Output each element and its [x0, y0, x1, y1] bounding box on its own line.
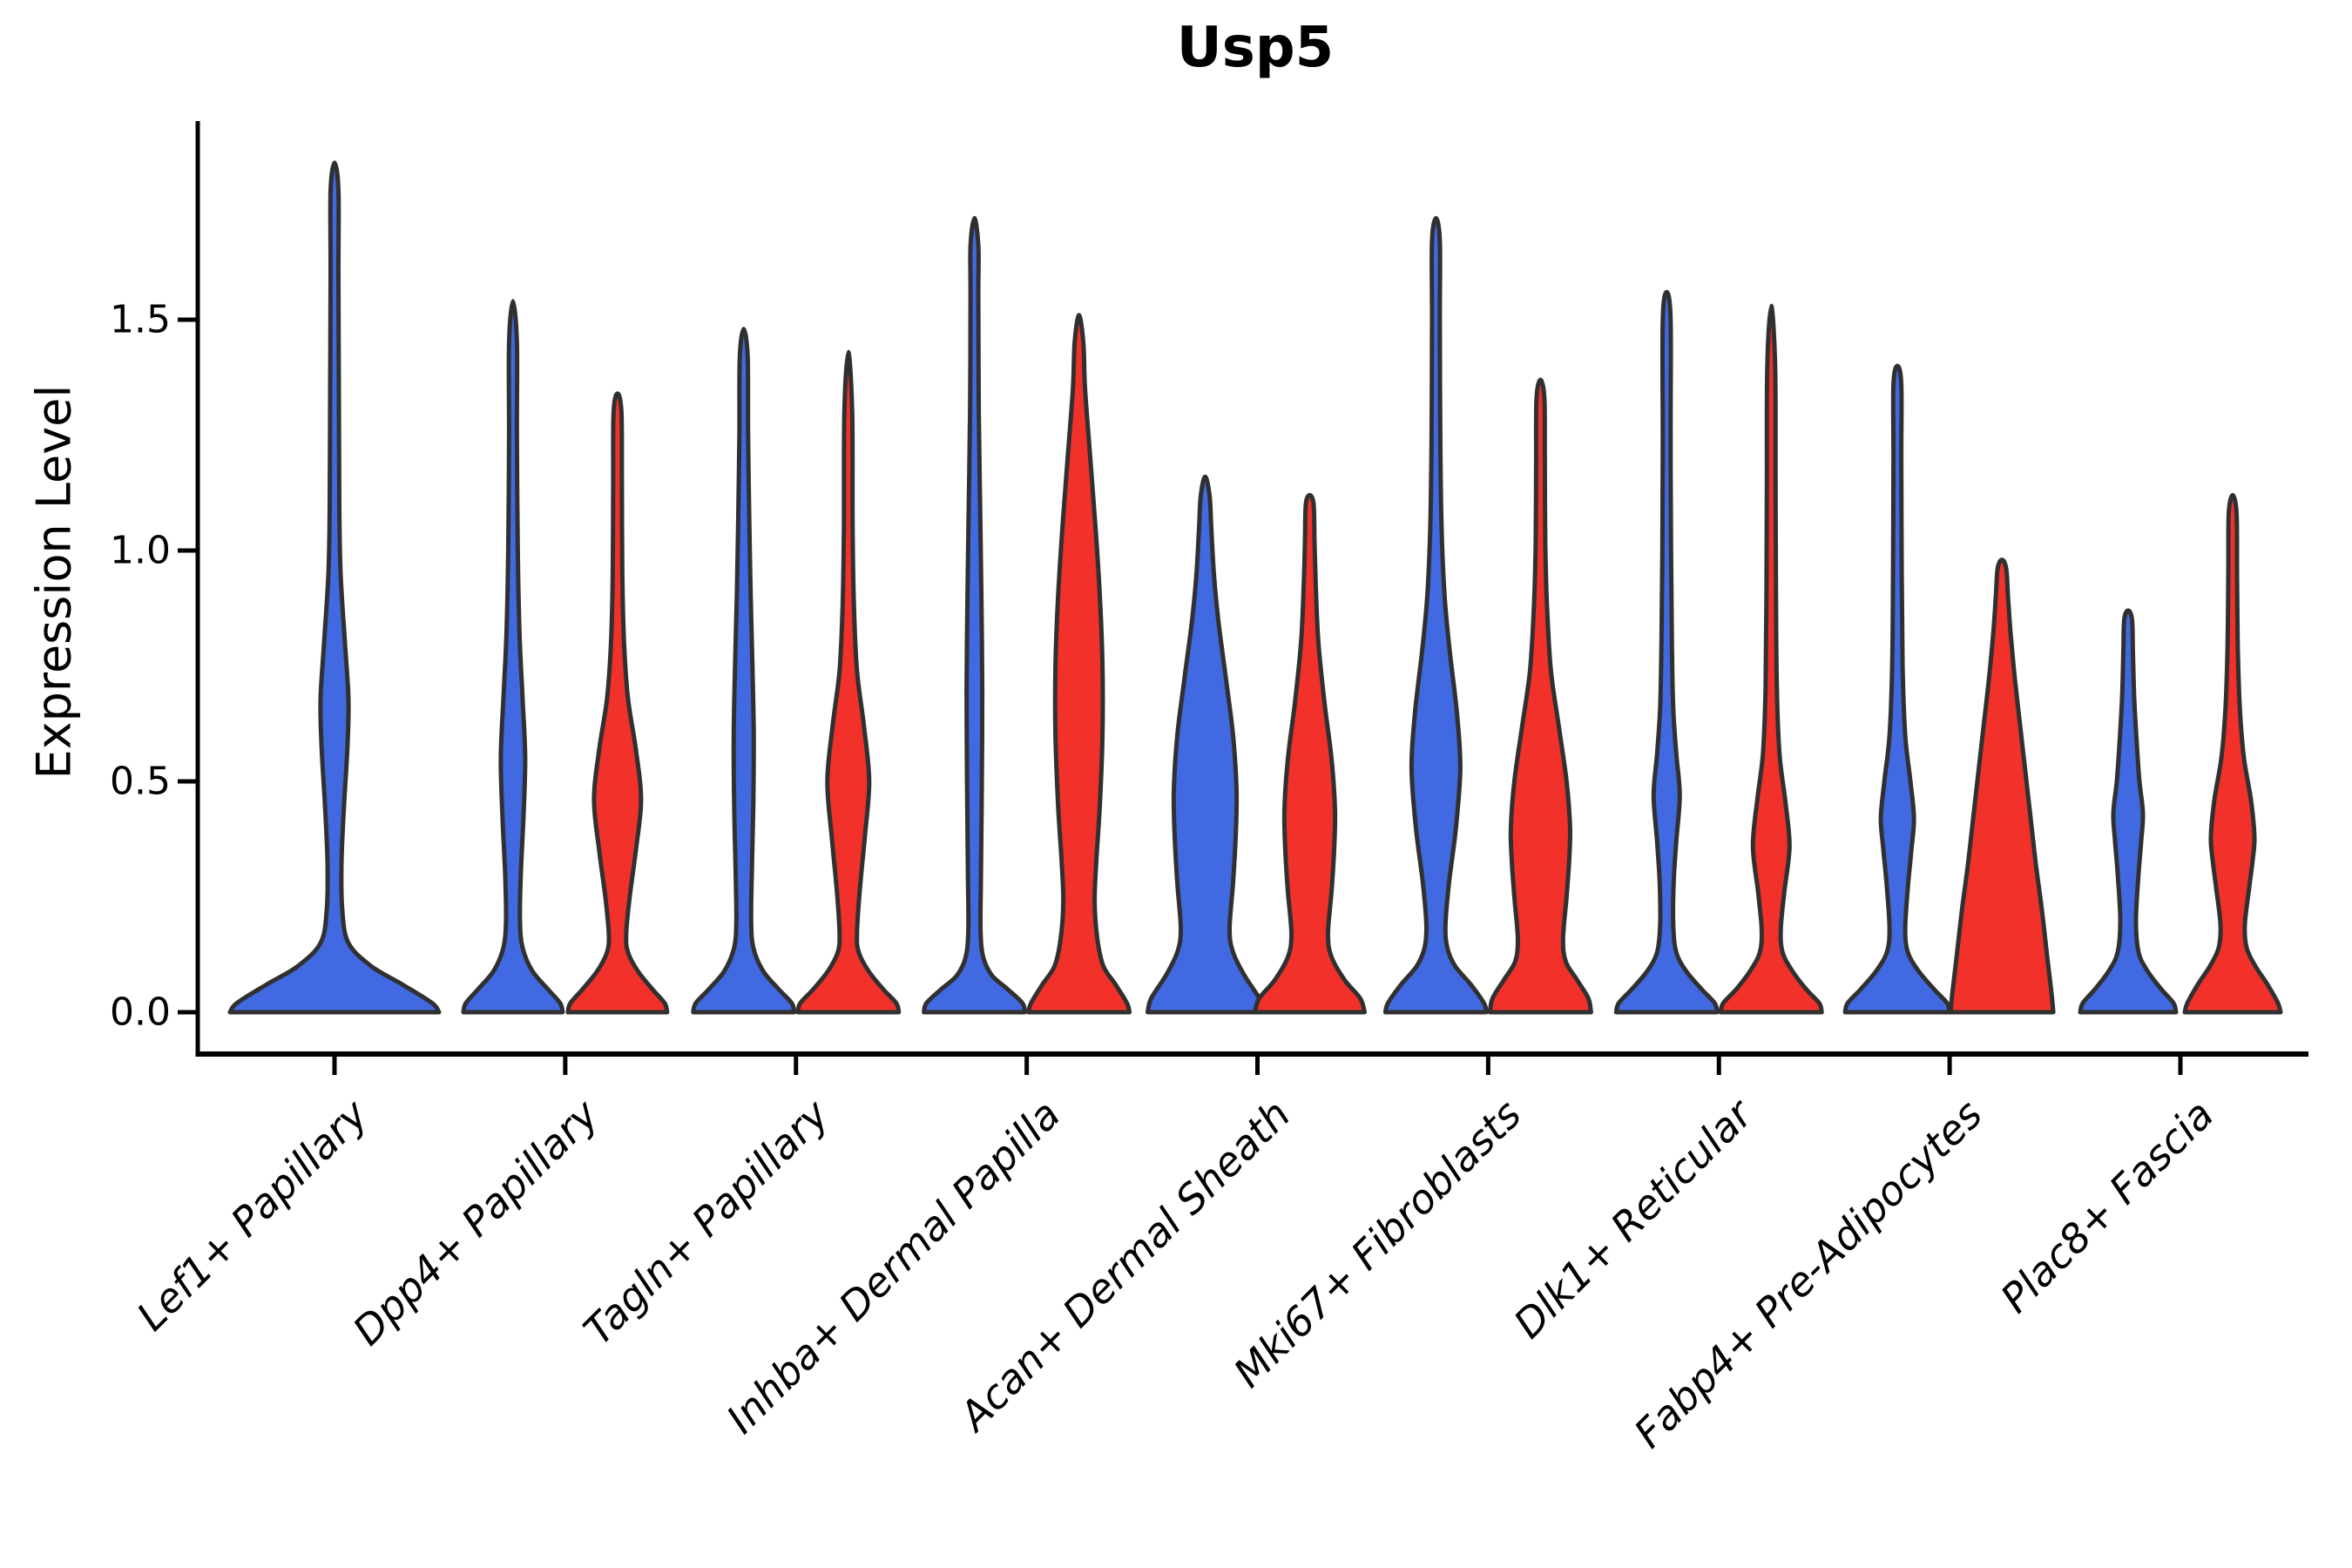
violin-inhba-dermal-papilla-blue — [922, 215, 1028, 1015]
violin-acan-dermal-sheath-blue — [1146, 474, 1265, 1015]
violin-dlk1-reticular-red — [1718, 303, 1824, 1015]
violin-acan-dermal-sheath-red — [1253, 492, 1367, 1015]
violin-dpp4-papillary-blue — [461, 299, 565, 1015]
violin-plac8-fascia-red — [2182, 492, 2283, 1015]
y-tick-label: 1.5 — [110, 297, 171, 342]
violin-fabp4-pre-adipocytes-blue — [1842, 363, 1952, 1015]
violin-mki67-fibroblasts-red — [1487, 377, 1593, 1015]
y-tick-label: 1.0 — [110, 528, 171, 573]
y-tick-label: 0.5 — [110, 759, 171, 804]
violin-mki67-fibroblasts-blue — [1382, 215, 1489, 1015]
violin-inhba-dermal-papilla-red — [1026, 313, 1132, 1015]
violin-tagln-papillary-red — [795, 349, 902, 1015]
y-axis-label: Expression Level — [26, 384, 82, 780]
chart-title: Usp5 — [1176, 16, 1335, 80]
violin-tagln-papillary-blue — [691, 327, 797, 1015]
violin-fabp4-pre-adipocytes-red — [1948, 558, 2056, 1015]
y-tick-label: 0.0 — [110, 990, 171, 1035]
violin-dpp4-papillary-red — [565, 391, 670, 1015]
violin-plac8-fascia-blue — [2078, 608, 2179, 1015]
violin-dlk1-reticular-blue — [1613, 289, 1720, 1015]
violin-lef1-papillary-blue — [227, 160, 442, 1015]
